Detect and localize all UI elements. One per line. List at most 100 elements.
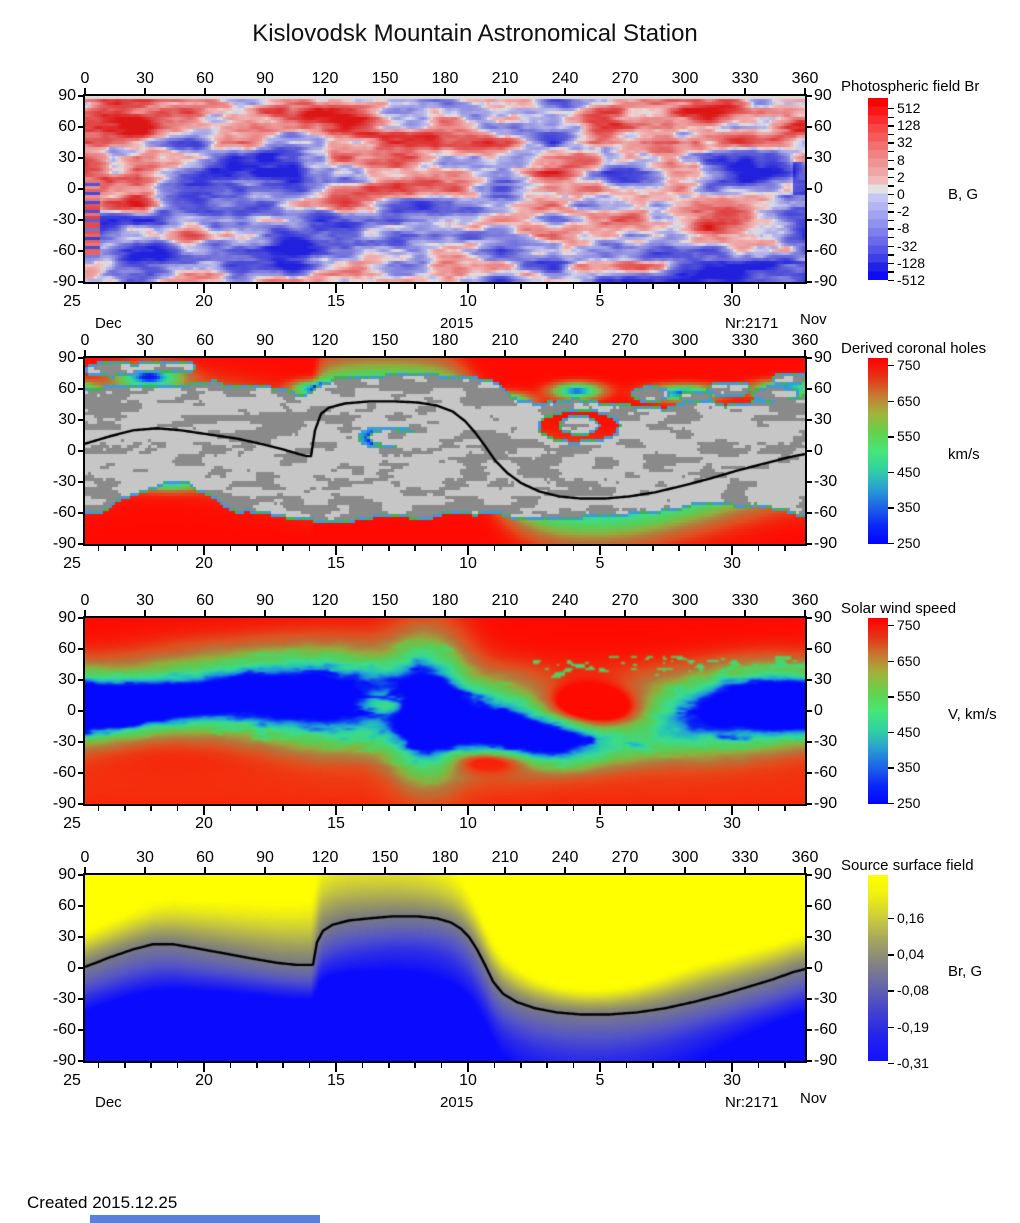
x-tick-mark — [744, 350, 746, 356]
date-tick-mark — [678, 1063, 680, 1068]
y-tick-mark-right — [805, 450, 812, 452]
x-tick-label: 150 — [371, 332, 399, 349]
x-tick-mark — [204, 610, 206, 616]
x-tick-label: 240 — [551, 70, 579, 87]
y-tick-label-right: 30 — [814, 149, 832, 166]
date-tick-mark — [414, 1063, 416, 1068]
date-tick-mark — [493, 806, 496, 811]
y-tick-mark — [78, 388, 85, 390]
colorbar-tick — [888, 245, 894, 247]
date-tick-mark — [599, 546, 601, 555]
x-tick-label: 330 — [731, 592, 759, 609]
y-tick-label: 60 — [58, 380, 76, 397]
date-tick-mark — [97, 546, 100, 551]
date-tick-mark — [546, 806, 548, 811]
y-tick-label: -30 — [52, 473, 76, 490]
colorbar-label: 350 — [897, 499, 921, 516]
colorbar-tick — [888, 954, 894, 956]
date-tick-mark — [652, 1063, 654, 1068]
colorbar-tick — [888, 543, 894, 545]
date-tick-mark — [282, 284, 284, 289]
colorbar-tick — [888, 219, 894, 222]
date-tick-mark — [572, 1063, 575, 1068]
date-label: 30 — [723, 555, 741, 572]
y-tick-label: 30 — [58, 928, 76, 945]
bottom-accent-bar — [90, 1215, 320, 1223]
y-tick-mark-right — [805, 388, 812, 390]
y-tick-mark — [78, 543, 85, 545]
colorbar-label: 450 — [897, 463, 921, 480]
date-tick-mark — [256, 1063, 258, 1068]
colorbar-label: 750 — [897, 617, 921, 633]
y-tick-mark-right — [805, 648, 812, 650]
y-tick-mark — [78, 998, 85, 1000]
y-tick-label-right: 30 — [814, 671, 832, 688]
colorbar-label: -32 — [897, 237, 918, 254]
colorbar-tick — [888, 471, 894, 474]
x-tick-label: 330 — [731, 849, 759, 866]
x-tick-label: 180 — [431, 332, 459, 349]
x-tick-mark — [744, 610, 746, 616]
y-tick-label-right: 0 — [814, 959, 823, 976]
y-tick-label-right: 90 — [814, 349, 832, 366]
colorbar-tick — [888, 202, 894, 204]
colorbar-label: -0,31 — [897, 1054, 929, 1071]
x-tick-mark — [324, 88, 326, 94]
x-tick-mark — [564, 88, 566, 94]
colorbar-tick — [888, 151, 894, 153]
x-tick-label: 0 — [80, 70, 90, 87]
colorbar-title-solar-wind-speed: Solar wind speed — [841, 600, 957, 617]
colorbar-tick — [888, 142, 894, 144]
date-tick-mark — [256, 284, 258, 289]
date-tick-mark — [678, 806, 680, 811]
y-tick-mark-right — [805, 1029, 812, 1031]
date-tick-mark — [229, 806, 232, 811]
y-tick-mark-right — [805, 998, 812, 1000]
y-tick-mark — [78, 419, 85, 421]
date-tick-mark — [282, 1063, 284, 1068]
x-tick-mark — [84, 867, 86, 873]
y-tick-mark-right — [805, 126, 812, 128]
x-tick-label: 270 — [611, 849, 639, 866]
date-label: 5 — [595, 1072, 605, 1089]
colorbar-unit-source-surface-field: Br, G — [948, 963, 983, 980]
heatmap-source-surface-field — [85, 875, 805, 1061]
date-tick-mark — [414, 284, 416, 289]
y-tick-label: 0 — [67, 180, 76, 197]
x-tick-mark — [444, 88, 446, 94]
colorbar-tick — [888, 194, 894, 196]
y-tick-mark-right — [805, 543, 812, 545]
x-tick-label: 210 — [491, 332, 519, 349]
y-tick-label: 60 — [58, 118, 76, 135]
colorbar-label: -0,19 — [897, 1018, 929, 1035]
y-tick-label-right: -30 — [814, 733, 838, 750]
y-tick-mark — [78, 357, 85, 359]
colorbar-tick — [888, 767, 894, 769]
y-tick-mark — [78, 281, 85, 283]
date-tick-mark — [335, 284, 337, 293]
y-tick-mark — [78, 874, 85, 876]
date-tick-mark — [229, 284, 232, 289]
x-tick-label: 300 — [671, 332, 699, 349]
x-tick-mark — [384, 610, 386, 616]
date-tick-mark — [757, 284, 760, 289]
date-label: 25 — [63, 815, 81, 832]
y-tick-label-right: 30 — [814, 928, 832, 945]
y-tick-label-right: 60 — [814, 897, 832, 914]
heatmap-solar-wind-speed — [85, 618, 805, 804]
x-tick-mark — [264, 867, 266, 873]
month-label-dec: Dec — [95, 1094, 122, 1111]
y-tick-mark-right — [805, 905, 812, 907]
date-tick-mark — [625, 1063, 628, 1068]
date-label: 30 — [723, 293, 741, 310]
y-tick-label-right: -30 — [814, 473, 838, 490]
date-tick-mark — [176, 806, 179, 811]
y-tick-mark — [78, 95, 85, 97]
y-tick-label-right: 60 — [814, 640, 832, 657]
rotation-number: Nr:2171 — [725, 315, 779, 332]
x-tick-label: 30 — [136, 592, 154, 609]
y-tick-label: -30 — [52, 733, 76, 750]
date-tick-mark — [520, 546, 522, 551]
date-tick-mark — [229, 546, 232, 551]
